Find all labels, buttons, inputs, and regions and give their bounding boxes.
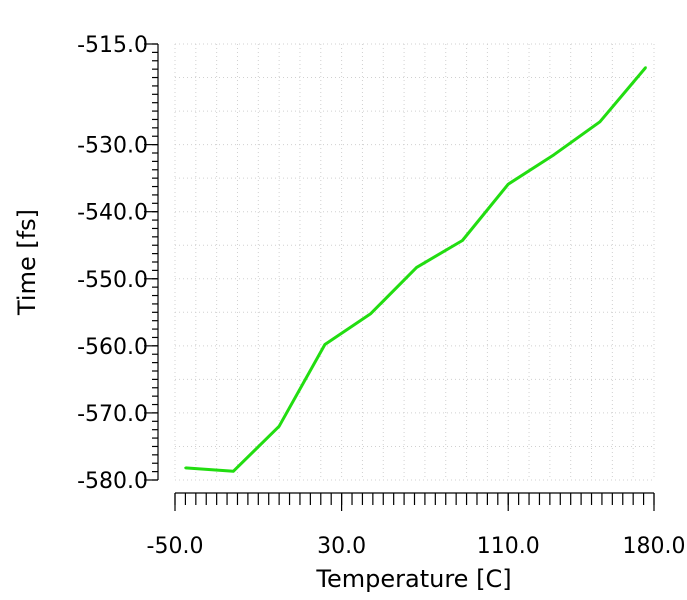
data-point <box>552 153 556 156</box>
y-axis-label: Time [fs] <box>13 209 41 316</box>
x-tick-label: -50.0 <box>147 534 204 559</box>
series-line <box>185 66 647 473</box>
data-point <box>415 266 418 269</box>
x-tick-label: 110.0 <box>477 534 540 559</box>
y-tick-label: -580.0 <box>77 469 148 494</box>
y-tick-label: -515.0 <box>77 33 148 58</box>
y-tick-label: -530.0 <box>77 134 148 159</box>
grid-lines <box>174 43 655 481</box>
data-point <box>644 66 647 69</box>
x-axis-label: Temperature [C] <box>315 565 511 593</box>
data-point <box>184 466 187 470</box>
data-point <box>507 182 510 186</box>
data-point <box>598 120 602 124</box>
data-point <box>461 239 464 242</box>
data-point <box>323 343 327 346</box>
x-tick-label: 30.0 <box>317 534 366 559</box>
data-point <box>277 425 281 428</box>
data-point <box>232 470 235 473</box>
tick-labels: -515.0 -530.0 -540.0 -550.0 -560.0 -570.0 -580… <box>77 33 685 559</box>
axes <box>144 43 655 511</box>
data-series <box>184 66 647 473</box>
y-tick-label: -540.0 <box>77 201 148 226</box>
x-tick-label: 180.0 <box>623 534 686 559</box>
y-tick-label: -550.0 <box>77 268 148 293</box>
y-tick-label: -570.0 <box>77 402 148 427</box>
data-point <box>369 312 372 315</box>
y-tick-label: -560.0 <box>77 335 148 360</box>
